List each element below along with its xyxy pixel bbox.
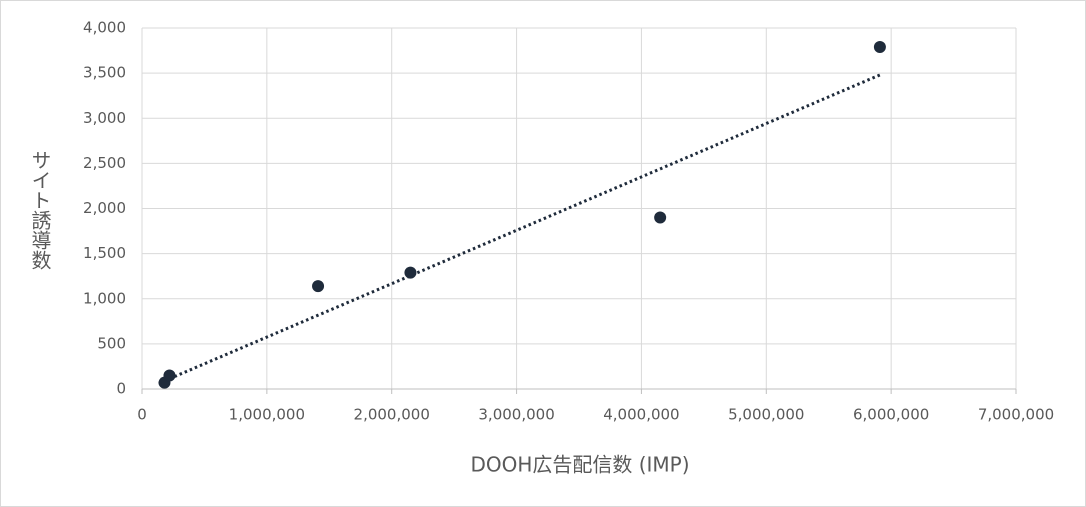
- data-point: [873, 40, 886, 53]
- x-tick-label: 3,000,000: [478, 406, 554, 424]
- y-tick-label: 2,500: [83, 154, 126, 172]
- y-tick-label: 2,000: [83, 199, 126, 217]
- data-point: [163, 369, 176, 382]
- x-tick-label: 7,000,000: [978, 406, 1054, 424]
- data-point: [654, 211, 667, 224]
- y-axis-title: サイト誘導数: [28, 150, 52, 270]
- y-tick-label: 1,500: [83, 244, 126, 262]
- y-tick-label: 4,000: [83, 19, 126, 37]
- x-tick-label: 4,000,000: [603, 406, 679, 424]
- x-tick-label: 0: [137, 406, 147, 424]
- y-tick-label: 3,000: [83, 109, 126, 127]
- y-tick-label: 3,500: [83, 64, 126, 82]
- data-point: [312, 280, 325, 293]
- x-tick-label: 1,000,000: [229, 406, 305, 424]
- y-tick-label: 0: [116, 380, 126, 398]
- x-tick-label: 5,000,000: [728, 406, 804, 424]
- y-tick-label: 1,000: [83, 289, 126, 307]
- y-tick-label: 500: [97, 334, 126, 352]
- x-axis-title: DOOH広告配信数 (IMP): [470, 453, 689, 477]
- x-tick-label: 2,000,000: [354, 406, 430, 424]
- x-tick-label: 6,000,000: [853, 406, 929, 424]
- data-point: [404, 266, 417, 279]
